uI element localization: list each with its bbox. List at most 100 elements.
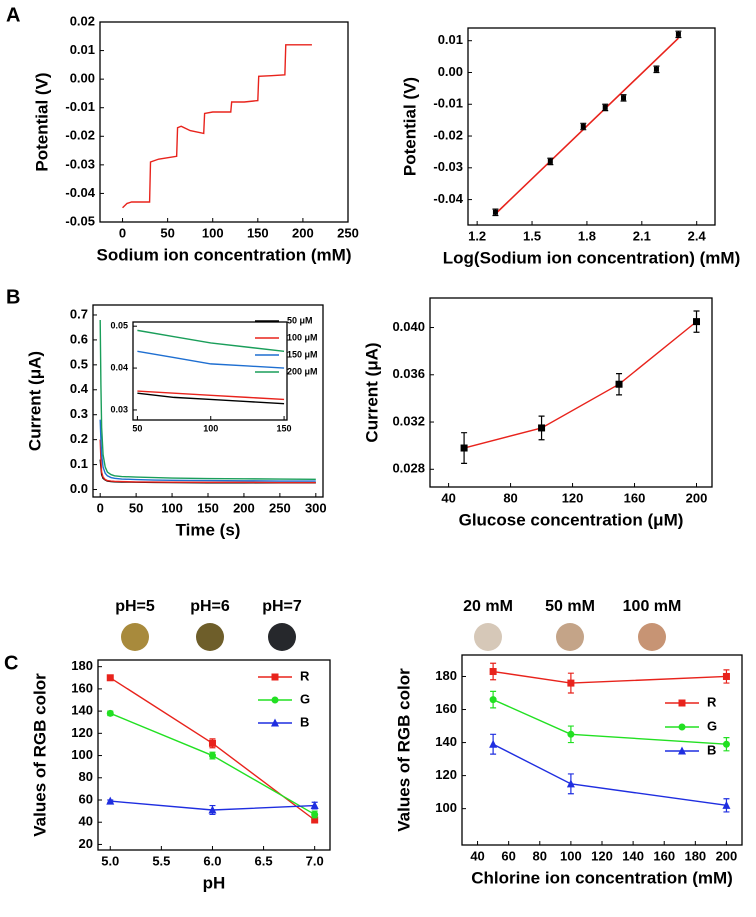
panel-label: A	[6, 4, 20, 26]
y-tick-label: 100	[71, 747, 93, 762]
y-tick-label: 60	[79, 791, 93, 806]
x-tick-label: 100	[203, 423, 218, 433]
marker	[566, 779, 575, 788]
legend-label: G	[707, 718, 717, 733]
plot-frame	[132, 321, 288, 421]
y-tick-label: -0.04	[65, 185, 95, 200]
legend-label: 150 μM	[287, 349, 318, 359]
legend-label: 100 μM	[287, 332, 318, 342]
y-tick-label: 0.036	[392, 366, 425, 381]
x-tick-label: 6.0	[203, 853, 221, 868]
marker	[106, 674, 114, 682]
x-tick-label: 150	[247, 225, 269, 240]
legend-label: 50 μM	[287, 315, 313, 325]
y-tick-label: 0.03	[110, 404, 128, 414]
x-tick-label: 0	[97, 500, 104, 515]
swatch-label: pH=6	[190, 598, 230, 615]
marker	[271, 673, 279, 681]
x-tick-label: 160	[624, 490, 646, 505]
y-tick-label: 0.01	[70, 42, 95, 57]
marker	[722, 800, 731, 809]
x-tick-label: 250	[269, 500, 291, 515]
marker	[460, 444, 468, 452]
plot-frame	[99, 21, 349, 223]
sample-swatch	[196, 623, 224, 651]
x-tick-label: 50	[129, 500, 143, 515]
x-tick-label: 1.8	[578, 228, 596, 243]
plot-frame	[467, 27, 716, 226]
marker	[208, 739, 216, 747]
legend-label: R	[707, 694, 717, 709]
sample-swatch	[638, 623, 666, 651]
marker	[580, 124, 586, 129]
series-line	[137, 329, 285, 353]
marker	[492, 209, 498, 215]
panel-label: C	[4, 652, 18, 674]
series-line	[137, 390, 285, 401]
swatch-label: 50 mM	[545, 598, 595, 615]
y-tick-label: -0.02	[433, 127, 463, 142]
x-tick-label: 100	[202, 225, 224, 240]
y-tick-label: 120	[71, 725, 93, 740]
legend-label: B	[707, 742, 716, 757]
y-tick-label: 140	[435, 734, 457, 749]
x-tick-label: 200	[233, 500, 255, 515]
y-tick-label: 0.2	[70, 431, 88, 446]
series-line	[99, 439, 316, 484]
x-tick-label: 60	[501, 848, 515, 863]
legend-label: B	[300, 714, 309, 729]
y-tick-label: 0.1	[70, 456, 88, 471]
y-tick-label: 40	[79, 814, 93, 829]
y-tick-label: 0.02	[70, 13, 95, 28]
x-tick-label: 160	[653, 848, 675, 863]
x-tick-label: 250	[337, 225, 359, 240]
marker	[615, 380, 623, 388]
marker	[678, 746, 686, 755]
x-tick-label: 50	[132, 423, 142, 433]
x-tick-label: 200	[686, 490, 708, 505]
y-tick-label: 160	[71, 680, 93, 695]
panel-label: B	[6, 286, 20, 308]
marker	[621, 95, 627, 101]
y-tick-label: 0.040	[392, 319, 425, 334]
x-axis-label: pH	[203, 873, 226, 892]
marker	[693, 318, 701, 326]
y-tick-label: 0.04	[110, 362, 128, 372]
marker	[653, 66, 659, 72]
marker	[208, 752, 216, 760]
sample-swatch	[121, 623, 149, 651]
x-tick-label: 7.0	[306, 853, 324, 868]
y-tick-label: 20	[79, 836, 93, 851]
series-line	[137, 350, 285, 369]
y-tick-label: 180	[71, 658, 93, 673]
marker	[106, 796, 115, 805]
x-tick-label: 2.4	[688, 228, 707, 243]
legend-label: G	[300, 691, 310, 706]
x-tick-label: 200	[716, 848, 738, 863]
x-tick-label: 1.2	[468, 228, 486, 243]
x-tick-label: 150	[197, 500, 219, 515]
swatch-label: 100 mM	[623, 598, 682, 615]
marker	[106, 709, 114, 717]
y-tick-label: -0.04	[433, 191, 463, 206]
y-tick-label: 0.4	[70, 381, 89, 396]
x-tick-label: 40	[441, 490, 455, 505]
y-tick-label: 0.00	[70, 71, 95, 86]
x-tick-label: 120	[591, 848, 613, 863]
x-tick-label: 180	[684, 848, 706, 863]
x-tick-label: 100	[560, 848, 582, 863]
x-tick-label: 150	[277, 423, 292, 433]
sample-swatch	[268, 623, 296, 651]
series-line	[122, 44, 312, 209]
x-tick-label: 100	[161, 500, 183, 515]
y-tick-label: 0.028	[392, 461, 425, 476]
marker	[678, 699, 686, 707]
series-line	[99, 319, 316, 480]
y-tick-label: 0.032	[392, 413, 425, 428]
y-tick-label: 160	[435, 701, 457, 716]
y-axis-label: Values of RGB color	[30, 673, 49, 837]
x-tick-label: 300	[305, 500, 327, 515]
y-tick-label: -0.05	[65, 213, 95, 228]
marker	[311, 810, 319, 818]
